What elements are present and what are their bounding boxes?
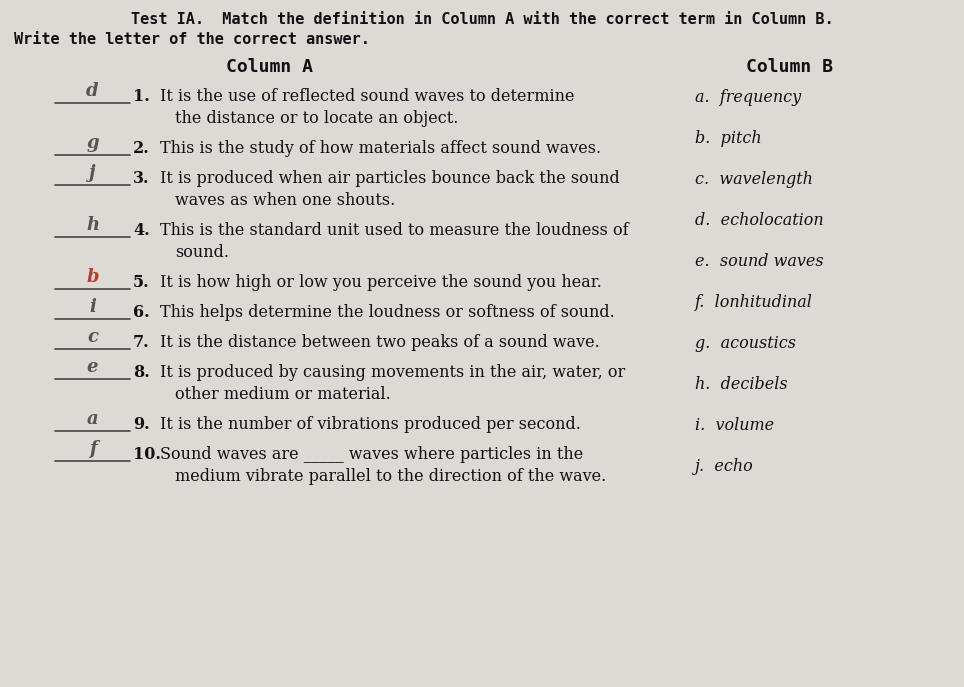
Text: 5.: 5. — [133, 274, 149, 291]
Text: h: h — [86, 216, 99, 234]
Text: f.  lonhitudinal: f. lonhitudinal — [695, 294, 813, 311]
Text: 4.: 4. — [133, 222, 149, 239]
Text: e: e — [87, 358, 98, 376]
Text: It is the distance between two peaks of a sound wave.: It is the distance between two peaks of … — [160, 334, 600, 351]
Text: c: c — [87, 328, 98, 346]
Text: a: a — [87, 410, 98, 428]
Text: It is produced when air particles bounce back the sound: It is produced when air particles bounce… — [160, 170, 620, 187]
Text: It is the use of reflected sound waves to determine: It is the use of reflected sound waves t… — [160, 88, 575, 105]
Text: Write the letter of the correct answer.: Write the letter of the correct answer. — [14, 32, 370, 47]
Text: i.  volume: i. volume — [695, 417, 774, 434]
Text: d.  echolocation: d. echolocation — [695, 212, 823, 229]
Text: This helps determine the loudness or softness of sound.: This helps determine the loudness or sof… — [160, 304, 615, 321]
Text: Sound waves are _____ waves where particles in the: Sound waves are _____ waves where partic… — [160, 446, 583, 463]
Text: other medium or material.: other medium or material. — [175, 386, 390, 403]
Text: 10.: 10. — [133, 446, 161, 463]
Text: 9.: 9. — [133, 416, 149, 433]
Text: 8.: 8. — [133, 364, 149, 381]
Text: This is the standard unit used to measure the loudness of: This is the standard unit used to measur… — [160, 222, 629, 239]
Text: f: f — [89, 440, 96, 458]
Text: j.  echo: j. echo — [695, 458, 754, 475]
Text: j: j — [90, 164, 95, 182]
Text: medium vibrate parallel to the direction of the wave.: medium vibrate parallel to the direction… — [175, 468, 606, 485]
Text: Column B: Column B — [746, 58, 834, 76]
Text: d: d — [86, 82, 99, 100]
Text: 3.: 3. — [133, 170, 149, 187]
Text: g.  acoustics: g. acoustics — [695, 335, 796, 352]
Text: c.  wavelength: c. wavelength — [695, 171, 813, 188]
Text: a.  frequency: a. frequency — [695, 89, 801, 106]
Text: It is produced by causing movements in the air, water, or: It is produced by causing movements in t… — [160, 364, 626, 381]
Text: sound.: sound. — [175, 244, 229, 261]
Text: It is how high or low you perceive the sound you hear.: It is how high or low you perceive the s… — [160, 274, 602, 291]
Text: 1.: 1. — [133, 88, 149, 105]
Text: i: i — [89, 298, 96, 316]
Text: b: b — [86, 268, 99, 286]
Text: 2.: 2. — [133, 140, 149, 157]
Text: It is the number of vibrations produced per second.: It is the number of vibrations produced … — [160, 416, 581, 433]
Text: g: g — [86, 134, 99, 152]
Text: b.  pitch: b. pitch — [695, 130, 762, 147]
Text: 6.: 6. — [133, 304, 149, 321]
Text: waves as when one shouts.: waves as when one shouts. — [175, 192, 395, 209]
Text: This is the study of how materials affect sound waves.: This is the study of how materials affec… — [160, 140, 602, 157]
Text: 7.: 7. — [133, 334, 149, 351]
Text: Test IA.  Match the definition in Column A with the correct term in Column B.: Test IA. Match the definition in Column … — [131, 12, 833, 27]
Text: Column A: Column A — [227, 58, 313, 76]
Text: the distance or to locate an object.: the distance or to locate an object. — [175, 110, 458, 127]
Text: e.  sound waves: e. sound waves — [695, 253, 823, 270]
Text: h.  decibels: h. decibels — [695, 376, 788, 393]
